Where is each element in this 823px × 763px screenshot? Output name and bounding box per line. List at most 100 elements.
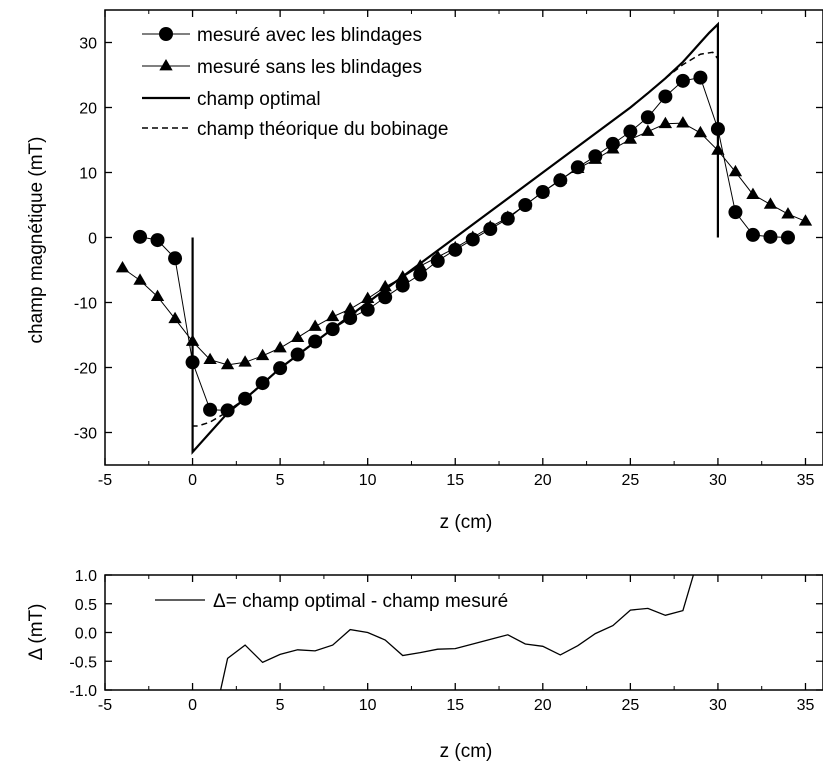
bottom-chart: -5 0 5 10 15 20 25 30 35 1.0 0.5 0.0 -0.5 -1.0 Δ= cha… <box>26 568 823 762</box>
triangle-marker <box>273 341 286 352</box>
top-x-axis-title: z (cm) <box>440 512 493 533</box>
circle-marker <box>606 137 620 151</box>
circle-marker <box>203 403 217 417</box>
top-y-tick-label: 30 <box>79 36 97 53</box>
circle-marker <box>728 205 742 219</box>
bottom-x-tick-label: 30 <box>709 697 727 714</box>
triangle-marker <box>361 292 374 303</box>
bottom-legend: Δ= champ optimal - champ mesuré <box>155 591 508 612</box>
bottom-x-tick-label: 25 <box>621 697 639 714</box>
top-y-tick-label: 0 <box>88 231 97 248</box>
bottom-y-tick-label: 1.0 <box>75 568 97 585</box>
triangle-marker <box>291 331 304 342</box>
circle-marker <box>676 74 690 88</box>
triangle-marker <box>116 261 129 272</box>
bottom-x-axis-title: z (cm) <box>440 741 493 762</box>
circle-marker <box>361 303 375 317</box>
circle-marker <box>413 268 427 282</box>
legend-label-without-shield: mesuré sans les blindages <box>197 57 422 78</box>
top-chart: -5 0 5 10 15 20 25 30 35 30 20 10 0 -10 -20 -30 mesuré … <box>26 10 823 533</box>
triangle-marker <box>326 310 339 321</box>
triangle-marker <box>256 349 269 360</box>
triangle-marker <box>781 207 794 218</box>
circle-marker <box>186 355 200 369</box>
circle-marker <box>658 89 672 103</box>
top-x-tick-label: 25 <box>621 472 639 489</box>
legend-triangle-marker <box>159 59 172 70</box>
legend-label-delta: Δ= champ optimal - champ mesuré <box>213 591 508 612</box>
circle-marker <box>466 232 480 246</box>
top-x-tick-label: 0 <box>188 472 197 489</box>
top-x-tick-label: 20 <box>534 472 552 489</box>
circle-marker <box>396 279 410 293</box>
circle-marker <box>518 198 532 212</box>
top-x-tick-label: 10 <box>359 472 377 489</box>
circle-marker <box>168 251 182 265</box>
top-x-tick-label: -5 <box>98 472 112 489</box>
top-plot-frame <box>105 10 823 465</box>
legend-label-optimal: champ optimal <box>197 89 321 110</box>
top-y-tick-label: -10 <box>74 296 97 313</box>
bottom-x-tick-label: 5 <box>276 697 285 714</box>
bottom-x-tick-label: 15 <box>446 697 464 714</box>
triangle-marker <box>308 320 321 331</box>
bottom-y-tick-label: -1.0 <box>69 683 97 700</box>
top-x-tick-label: 5 <box>276 472 285 489</box>
circle-marker <box>571 160 585 174</box>
legend-circle-marker <box>159 27 173 41</box>
bottom-y-tick-label: 0.5 <box>75 597 97 614</box>
circle-marker <box>326 322 340 336</box>
bottom-x-tick-label: 20 <box>534 697 552 714</box>
circle-marker <box>343 311 357 325</box>
triangle-marker <box>659 117 672 128</box>
circle-marker <box>553 173 567 187</box>
circle-marker <box>256 376 270 390</box>
legend-label-theoretical: champ théorique du bobinage <box>197 119 448 140</box>
circle-marker <box>221 403 235 417</box>
circle-marker <box>238 392 252 406</box>
circle-marker <box>536 185 550 199</box>
circle-marker <box>501 212 515 226</box>
bottom-y-tick-label: 0.0 <box>75 626 97 643</box>
top-y-tick-label: -20 <box>74 361 97 378</box>
top-x-tick-label: 15 <box>446 472 464 489</box>
triangle-marker <box>764 197 777 208</box>
circle-marker <box>483 222 497 236</box>
bottom-x-tick-label: 0 <box>188 697 197 714</box>
top-legend: mesuré avec les blindages mesuré sans les… <box>142 25 448 140</box>
circle-marker <box>431 254 445 268</box>
circle-marker <box>291 348 305 362</box>
legend-label-with-shield: mesuré avec les blindages <box>197 25 422 46</box>
circle-marker <box>378 290 392 304</box>
top-y-tick-label: 20 <box>79 101 97 118</box>
triangle-marker <box>676 116 689 127</box>
bottom-x-tick-label: 10 <box>359 697 377 714</box>
circle-marker <box>151 233 165 247</box>
top-y-tick-label: 10 <box>79 166 97 183</box>
top-x-tick-label: 35 <box>797 472 815 489</box>
top-y-axis-title: champ magnétique (mT) <box>26 137 47 344</box>
circle-marker <box>133 230 147 244</box>
top-y-tick-label: -30 <box>74 426 97 443</box>
circle-marker <box>273 361 287 375</box>
bottom-y-axis-title: Δ (mT) <box>26 603 47 660</box>
triangle-marker <box>151 290 164 301</box>
bottom-axes: -5 0 5 10 15 20 25 30 35 1.0 0.5 0.0 -0.5 -1.0 <box>69 568 823 714</box>
circle-marker <box>763 230 777 244</box>
circle-marker <box>711 122 725 136</box>
circle-marker <box>623 125 637 139</box>
circle-marker <box>641 110 655 124</box>
bottom-x-tick-label: 35 <box>797 697 815 714</box>
circle-marker <box>781 231 795 245</box>
circle-marker <box>448 243 462 257</box>
top-x-tick-label: 30 <box>709 472 727 489</box>
bottom-y-tick-label: -0.5 <box>69 654 97 671</box>
circle-marker <box>746 228 760 242</box>
circle-marker <box>588 149 602 163</box>
triangle-marker <box>641 125 654 136</box>
bottom-x-tick-label: -5 <box>98 697 112 714</box>
circle-marker <box>308 335 322 349</box>
triangle-marker <box>694 126 707 137</box>
triangle-marker <box>133 273 146 284</box>
